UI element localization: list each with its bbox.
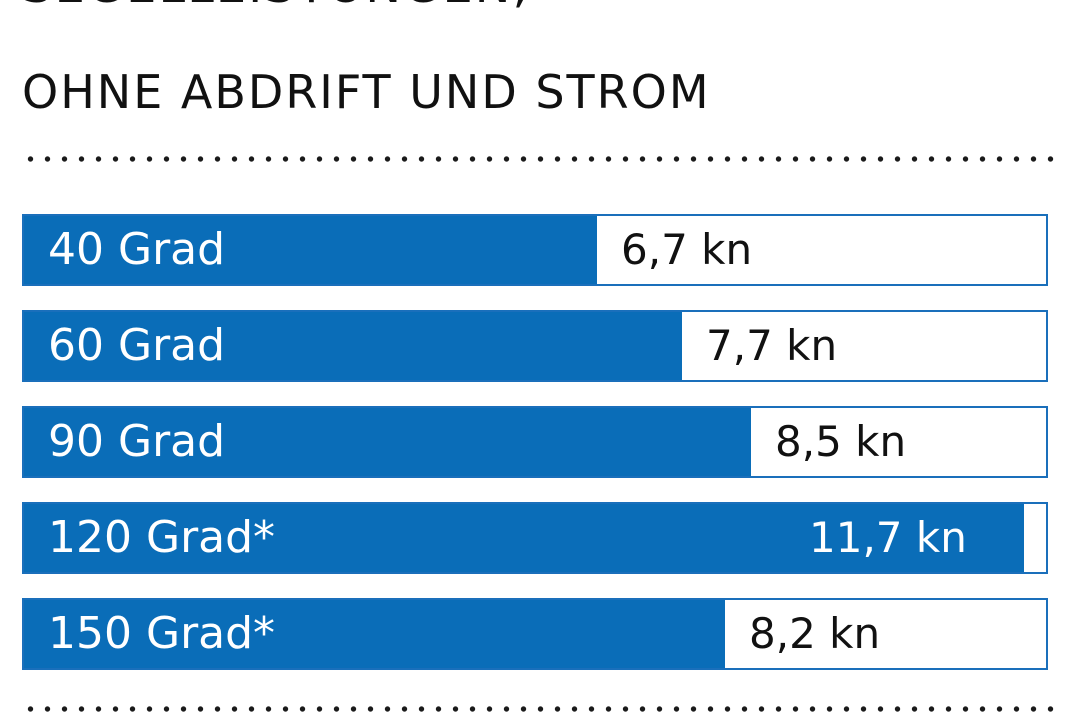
bar-row: 120 Grad* 11,7 kn — [22, 502, 1048, 574]
bar-category-label: 40 Grad — [48, 224, 226, 275]
bottom-dotted-divider — [22, 706, 1054, 712]
chart-title-line-1: SEGELLEISTUNGEN, — [22, 0, 530, 16]
bar-row: 150 Grad* 8,2 kn — [22, 598, 1048, 670]
bar-category-label: 120 Grad* — [48, 512, 276, 563]
bar-value-label: 6,7 kn — [621, 225, 753, 274]
dotted-divider — [22, 156, 1054, 162]
bar — [24, 216, 597, 284]
bar — [24, 504, 1024, 572]
bar-category-label: 90 Grad — [48, 416, 226, 467]
bar-row: 40 Grad 6,7 kn — [22, 214, 1048, 286]
bar — [24, 600, 725, 668]
bar-value-label: 11,7 kn — [809, 513, 967, 562]
bar-row: 90 Grad 8,5 kn — [22, 406, 1048, 478]
bar-value-label: 8,5 kn — [775, 417, 907, 466]
bar-row: 60 Grad 7,7 kn — [22, 310, 1048, 382]
bar-category-label: 150 Grad* — [48, 608, 276, 659]
bar-value-label: 7,7 kn — [706, 321, 838, 370]
bar-category-label: 60 Grad — [48, 320, 226, 371]
bar — [24, 408, 751, 476]
bar-value-label: 8,2 kn — [749, 609, 881, 658]
bar — [24, 312, 682, 380]
chart-title-line-2: OHNE ABDRIFT UND STROM — [22, 65, 711, 119]
